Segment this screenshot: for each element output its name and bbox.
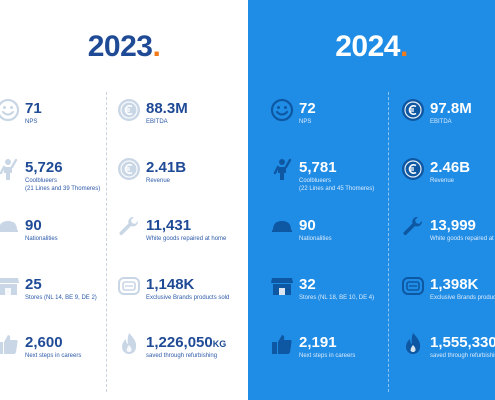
box-icon: [117, 274, 141, 298]
store-icon: [0, 274, 20, 298]
stat-value: 2,600: [25, 334, 63, 351]
stat-value: 11,431: [146, 217, 192, 234]
thumbs-up-icon: [0, 332, 20, 356]
stat-label: White goods repaired at home: [146, 236, 227, 242]
stat-value: 90: [25, 217, 42, 234]
stat-label: Stores (NL 18, BE 10, DE 4): [299, 295, 375, 301]
cap-icon: [270, 215, 294, 239]
stat-value: 2,191: [299, 334, 337, 351]
stat-label-line: (21 Lines and 39 Thomeres): [25, 186, 101, 192]
stat-label-line: Coolblueers: [25, 178, 58, 184]
stat-label: NPS: [25, 119, 38, 125]
stat-value: 97.8M: [430, 100, 472, 117]
stat-value: 1,148K: [146, 276, 195, 293]
stat-label: EBITDA: [146, 119, 168, 125]
person-waving-icon: [270, 157, 294, 181]
stat-value: 90: [299, 217, 316, 234]
stat-label: NPS: [299, 119, 312, 125]
stat-value: 72: [299, 100, 316, 117]
stat-value: 32: [299, 276, 316, 293]
stat-value: 5,781: [299, 159, 337, 176]
stat-value: 25: [25, 276, 42, 293]
cap-icon: [0, 215, 20, 239]
stat-label: Revenue: [146, 178, 171, 184]
stat-value-unit: KG: [212, 339, 227, 349]
year-dot: .: [399, 30, 408, 63]
stat-value: 2.46B: [430, 159, 471, 176]
stat-value: 1,555,330KG: [430, 334, 495, 351]
stat-label: Next steps in careers: [299, 353, 356, 359]
stat-label: Nationalities: [25, 236, 58, 242]
wrench-icon: [117, 215, 141, 239]
stat-label-line: (22 Lines and 45 Thomeres): [299, 186, 375, 192]
stat-label: EBITDA: [430, 119, 452, 125]
stat-label: Nationalities: [299, 236, 332, 242]
stat-value: 88.3M: [146, 100, 188, 117]
flame-icon: [401, 332, 425, 356]
panel-2023: 2023. 71 NPS 88.3M EBITDA 5,726 Coolblue…: [0, 30, 248, 392]
year-text: 2023: [87, 30, 153, 63]
stat-label: Next steps in careers: [25, 353, 82, 359]
euro-coin-icon: [117, 157, 141, 181]
stat-value: 71: [25, 100, 42, 117]
stat-value: 1,398K: [430, 276, 479, 293]
year-heading-2024: 2024.: [248, 30, 495, 64]
year-dot: .: [152, 30, 161, 63]
store-icon: [270, 274, 294, 298]
stat-label: Exclusive Brands products sold: [146, 295, 230, 301]
year-heading-2023: 2023.: [0, 30, 248, 64]
stat-value: 13,999: [430, 217, 476, 234]
stat-label-line: Coolblueers: [299, 178, 332, 184]
stat-label: Revenue: [430, 178, 455, 184]
stat-value: 2.41B: [146, 159, 187, 176]
stat-value-number: 1,226,050: [146, 334, 213, 351]
stat-value: 1,226,050KG: [146, 334, 226, 351]
stat-label: saved through refurbishing: [430, 353, 495, 359]
stat-label: Coolblueers (22 Lines and 45 Thomeres): [299, 177, 374, 193]
smiley-icon: [0, 98, 20, 122]
smiley-icon: [270, 98, 294, 122]
euro-coin-icon: [401, 98, 425, 122]
thumbs-up-icon: [270, 332, 294, 356]
person-waving-icon: [0, 157, 20, 181]
column-divider: [388, 92, 389, 392]
wrench-icon: [401, 215, 425, 239]
year-text: 2024: [335, 30, 400, 63]
box-icon: [401, 274, 425, 298]
panel-2024: 2024. 72 NPS 97.8M EBITDA 5,781 Coolblue…: [248, 0, 495, 400]
stat-label: Stores (NL 14, BE 9, DE 2): [25, 295, 97, 301]
stat-label: saved through refurbishing: [146, 353, 218, 359]
stat-label: White goods repaired at home: [430, 236, 495, 242]
stat-label: Exclusive Brands products sold: [430, 295, 495, 301]
euro-coin-icon: [117, 98, 141, 122]
stat-label: Coolblueers (21 Lines and 39 Thomeres): [25, 177, 100, 193]
flame-icon: [117, 332, 141, 356]
stat-value-number: 1,555,330: [430, 334, 495, 351]
stat-value: 5,726: [25, 159, 63, 176]
euro-coin-icon: [401, 157, 425, 181]
column-divider: [106, 92, 107, 392]
